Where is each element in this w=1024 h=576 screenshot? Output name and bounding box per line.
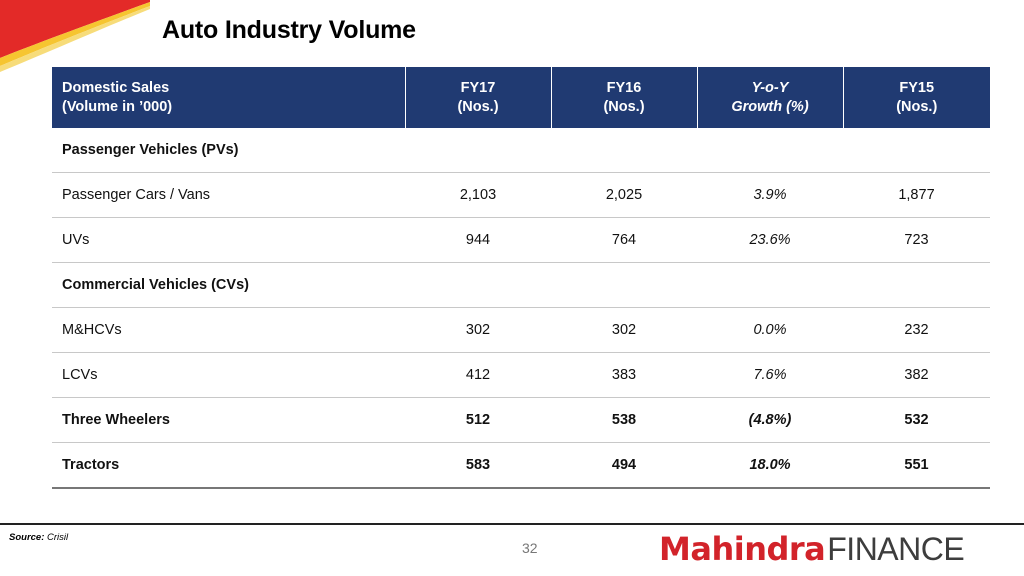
- cell-fy15: 551: [843, 442, 990, 489]
- table-row: Passenger Cars / Vans 2,103 2,025 3.9% 1…: [52, 172, 990, 218]
- cell-fy16: 538: [551, 397, 697, 443]
- cell-fy15: 1,877: [843, 172, 990, 218]
- header-fy17: FY17 (Nos.): [405, 67, 552, 128]
- footer-divider: [0, 523, 1024, 525]
- source-value: Crisil: [47, 532, 69, 543]
- row-label: M&HCVs: [52, 307, 405, 353]
- auto-volume-table: Domestic Sales (Volume in ’000) FY17 (No…: [52, 67, 990, 489]
- page-title: Auto Industry Volume: [162, 16, 416, 44]
- cell-yoy: 23.6%: [697, 217, 843, 263]
- cell-yoy: 3.9%: [697, 172, 843, 218]
- row-label: Passenger Cars / Vans: [52, 172, 405, 218]
- row-label: UVs: [52, 217, 405, 263]
- row-label: Three Wheelers: [52, 397, 405, 443]
- cell-fy17: 583: [405, 442, 551, 489]
- cell-fy17: 2,103: [405, 172, 551, 218]
- cell-fy15: 382: [843, 352, 990, 398]
- cell-fy15: 232: [843, 307, 990, 353]
- page-number: 32: [522, 540, 538, 556]
- cell-yoy: 7.6%: [697, 352, 843, 398]
- table-row: UVs 944 764 23.6% 723: [52, 217, 990, 263]
- row-label: LCVs: [52, 352, 405, 398]
- cell-fy17: 412: [405, 352, 551, 398]
- section-row-pv: Passenger Vehicles (PVs): [52, 128, 990, 173]
- cell-fy17: 512: [405, 397, 551, 443]
- header-fy16: FY16 (Nos.): [551, 67, 698, 128]
- cell-fy16: 2,025: [551, 172, 697, 218]
- cell-fy16: 383: [551, 352, 697, 398]
- logo-suffix: FINANCE: [827, 531, 965, 567]
- table-header-row: Domestic Sales (Volume in ’000) FY17 (No…: [52, 67, 990, 128]
- table-row: Three Wheelers 512 538 (4.8%) 532: [52, 397, 990, 443]
- logo-brand: Mahindra: [659, 530, 826, 568]
- header-yoy-growth: Y-o-Y Growth (%): [697, 67, 844, 128]
- table-row: LCVs 412 383 7.6% 382: [52, 352, 990, 398]
- row-label: Tractors: [52, 442, 405, 489]
- source-label: Source:: [9, 532, 45, 543]
- header-fy15: FY15 (Nos.): [843, 67, 990, 128]
- cell-fy15: 532: [843, 397, 990, 443]
- cell-fy17: 302: [405, 307, 551, 353]
- source-note: Source: Crisil: [9, 532, 68, 543]
- section-row-cv: Commercial Vehicles (CVs): [52, 262, 990, 308]
- cell-fy16: 764: [551, 217, 697, 263]
- cell-fy15: 723: [843, 217, 990, 263]
- section-label: Commercial Vehicles (CVs): [52, 262, 990, 308]
- table-row: M&HCVs 302 302 0.0% 232: [52, 307, 990, 353]
- table-row: Tractors 583 494 18.0% 551: [52, 442, 990, 489]
- section-label: Passenger Vehicles (PVs): [52, 128, 990, 173]
- cell-yoy: (4.8%): [697, 397, 843, 443]
- cell-yoy: 18.0%: [697, 442, 843, 489]
- mahindra-finance-logo: MahindraFINANCE: [659, 530, 965, 570]
- cell-fy16: 494: [551, 442, 697, 489]
- cell-yoy: 0.0%: [697, 307, 843, 353]
- corner-swoosh-decoration: [0, 0, 150, 72]
- cell-fy16: 302: [551, 307, 697, 353]
- cell-fy17: 944: [405, 217, 551, 263]
- header-domestic-sales: Domestic Sales (Volume in ’000): [52, 67, 406, 128]
